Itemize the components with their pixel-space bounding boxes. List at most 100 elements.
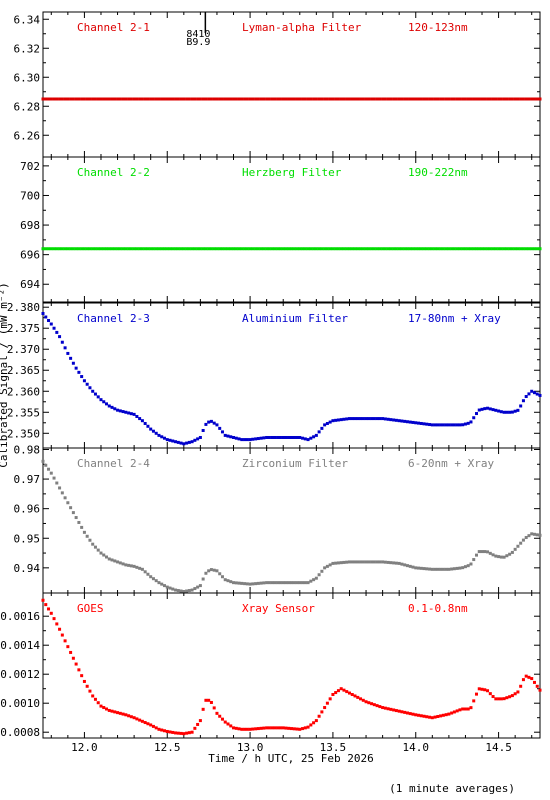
data-point (262, 97, 266, 101)
y-tick-label: 6.28 (14, 100, 41, 113)
data-point (309, 436, 313, 440)
data-point (483, 407, 487, 411)
y-tick-label: 694 (20, 278, 40, 291)
data-point (237, 97, 241, 101)
data-point (273, 581, 277, 585)
data-point (118, 711, 122, 715)
data-point (378, 705, 382, 709)
data-point (461, 247, 465, 251)
data-point (154, 431, 158, 435)
data-point (77, 97, 81, 101)
data-point (85, 534, 89, 538)
data-point (209, 568, 213, 572)
data-point (52, 476, 56, 480)
data-point (306, 247, 310, 251)
data-point (171, 730, 175, 734)
data-point (521, 247, 525, 251)
panel-label: Channel 2-1 (77, 21, 150, 34)
data-point (417, 421, 421, 425)
data-point (347, 247, 351, 251)
data-point (256, 727, 260, 731)
data-point (339, 247, 343, 251)
data-point (292, 727, 296, 731)
data-point (256, 581, 260, 585)
data-point (174, 588, 178, 592)
y-tick-label: 0.94 (14, 562, 41, 575)
data-point (347, 560, 351, 564)
data-point (361, 417, 365, 421)
data-point (367, 701, 371, 705)
data-point (444, 247, 448, 251)
data-point (334, 97, 338, 101)
data-point (378, 247, 382, 251)
data-point (270, 247, 274, 251)
panel-label: Xray Sensor (242, 602, 315, 615)
data-point (488, 692, 492, 696)
data-point (386, 707, 390, 711)
data-point (486, 550, 490, 554)
data-point (530, 677, 534, 681)
data-point (157, 727, 161, 731)
data-point (378, 560, 382, 564)
data-series (41, 97, 542, 101)
data-point (444, 567, 448, 571)
data-point (60, 247, 64, 251)
data-point (538, 688, 542, 692)
data-point (510, 247, 514, 251)
data-point (527, 97, 531, 101)
data-point (220, 97, 224, 101)
data-point (245, 727, 249, 731)
data-point (359, 97, 363, 101)
data-point (278, 726, 282, 730)
y-tick-label: 0.0012 (0, 668, 40, 681)
data-point (209, 97, 213, 101)
data-point (47, 607, 51, 611)
data-point (527, 392, 531, 396)
data-point (345, 247, 349, 251)
data-point (77, 370, 81, 374)
data-point (143, 421, 147, 425)
data-series (41, 459, 542, 594)
data-point (320, 426, 324, 430)
data-point (370, 97, 374, 101)
data-point (303, 247, 307, 251)
panel-4: 0.94 0.95 0.96 0.97 0.98 Channel 2-4 Zirconium… (14, 443, 542, 594)
data-point (389, 97, 393, 101)
data-point (179, 731, 183, 735)
data-point (66, 97, 70, 101)
data-point (88, 386, 92, 390)
data-point (538, 97, 542, 101)
data-point (422, 567, 426, 571)
data-point (367, 97, 371, 101)
data-point (472, 97, 476, 101)
data-point (265, 726, 269, 730)
data-point (458, 247, 462, 251)
data-point (306, 97, 310, 101)
data-point (419, 97, 423, 101)
data-point (466, 564, 470, 568)
data-point (71, 656, 75, 660)
data-point (182, 247, 186, 251)
data-point (400, 97, 404, 101)
data-point (207, 420, 211, 424)
data-point (149, 247, 153, 251)
data-point (232, 435, 236, 439)
data-point (47, 97, 51, 101)
data-point (383, 247, 387, 251)
data-point (433, 423, 437, 427)
data-series (41, 247, 542, 251)
data-point (505, 696, 509, 700)
data-point (309, 723, 313, 727)
data-point (215, 569, 219, 573)
data-point (328, 247, 332, 251)
data-point (174, 731, 178, 735)
data-point (381, 417, 385, 421)
data-point (513, 547, 517, 551)
data-point (88, 97, 92, 101)
data-point (256, 97, 260, 101)
data-point (400, 710, 404, 714)
data-point (251, 727, 255, 731)
data-point (218, 572, 222, 576)
data-point (102, 247, 106, 251)
data-point (259, 247, 263, 251)
